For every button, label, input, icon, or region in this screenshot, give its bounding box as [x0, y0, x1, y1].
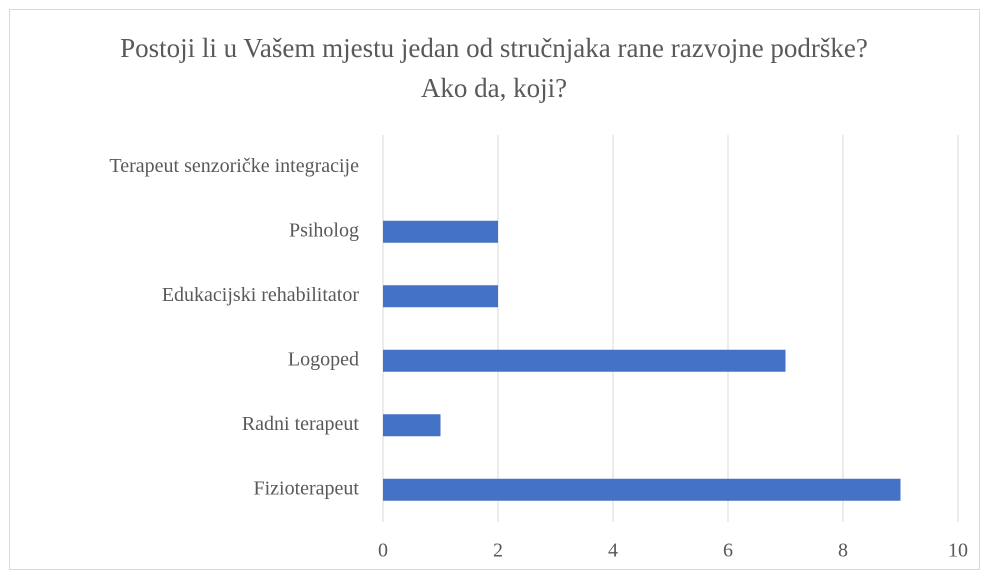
chart-title: Postoji li u Vašem mjestu jedan od struč…: [120, 33, 868, 103]
bar: [383, 285, 498, 308]
x-tick-label: 8: [838, 540, 848, 562]
chart-border: [9, 9, 980, 570]
y-tick-label: Edukacijski rehabilitator: [162, 284, 359, 306]
bar: [383, 414, 441, 437]
y-tick-label: Psiholog: [289, 219, 359, 241]
x-tick-label: 2: [493, 540, 503, 562]
y-tick-label: Radni terapeut: [242, 413, 360, 435]
x-tick-label: 10: [948, 540, 968, 562]
bar: [383, 478, 901, 501]
bar: [383, 349, 786, 372]
y-tick-label: Terapeut senzoričke integracije: [109, 155, 359, 177]
bar: [383, 220, 498, 243]
y-tick-label: Logoped: [288, 348, 359, 370]
x-tick-label: 6: [723, 540, 733, 562]
x-tick-label: 0: [378, 540, 388, 562]
y-tick-label: Fizioterapeut: [253, 477, 359, 499]
x-tick-label: 4: [608, 540, 618, 562]
